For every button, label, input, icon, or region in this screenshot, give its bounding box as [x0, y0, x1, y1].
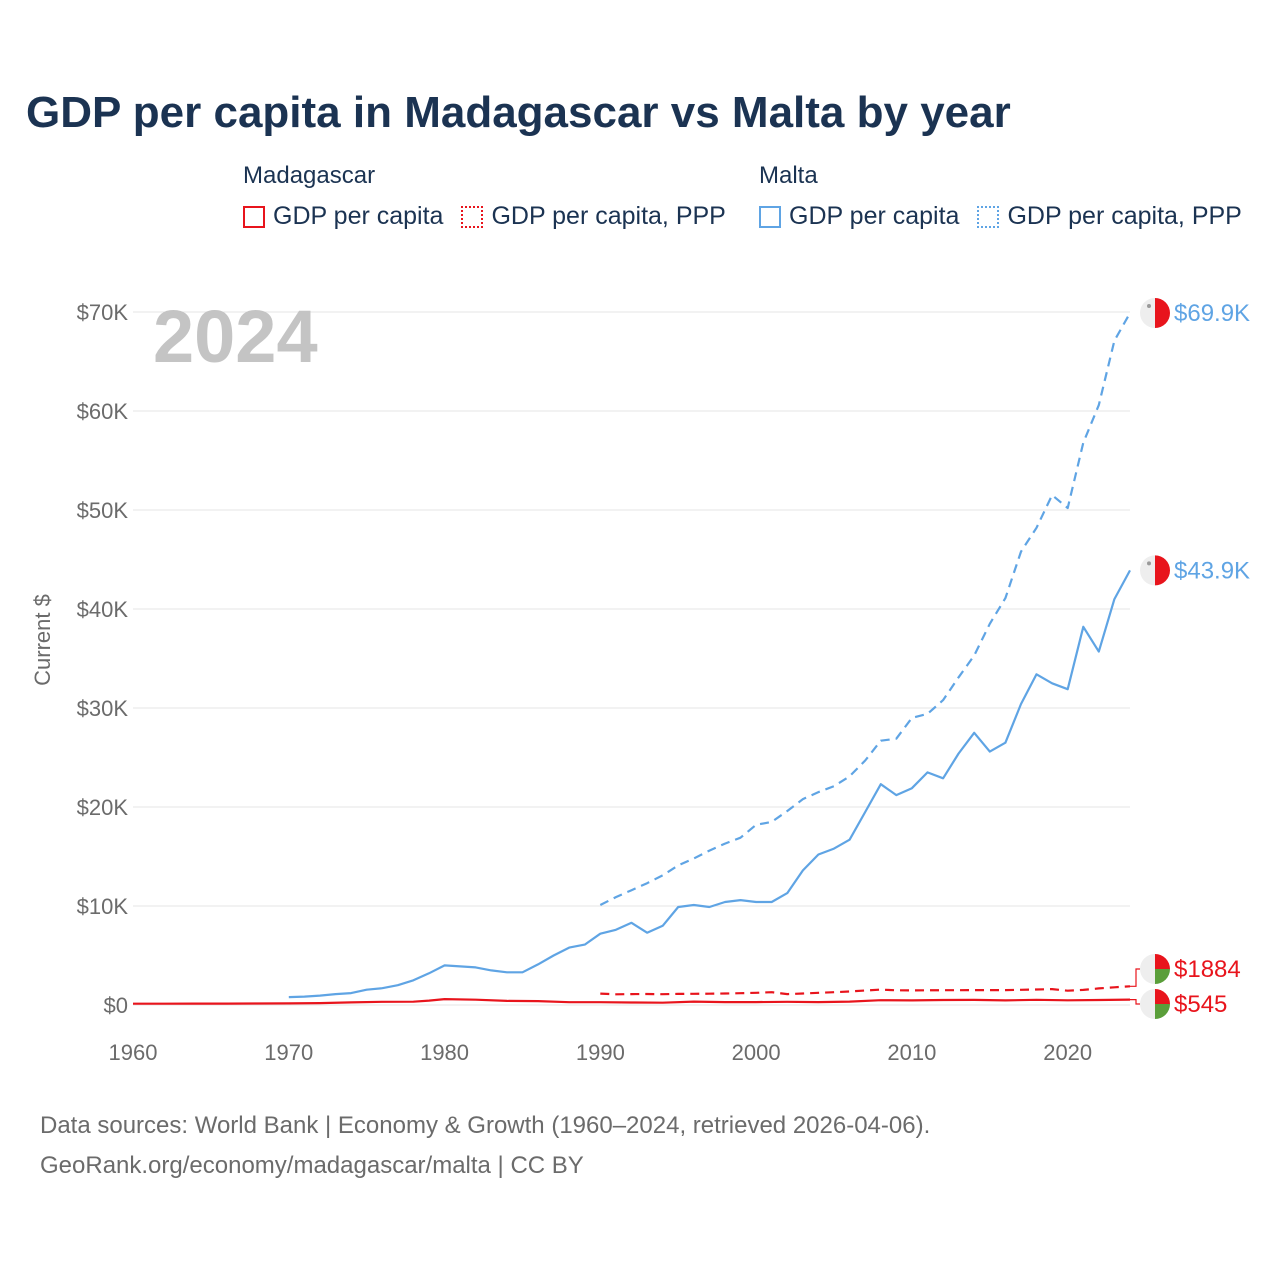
y-tick-label: $0 — [104, 993, 128, 1018]
legend-label: GDP per capita — [273, 202, 444, 230]
flag-white-half — [1140, 954, 1155, 984]
end-value-label: $1884 — [1174, 956, 1241, 983]
footer-attribution: GeoRank.org/economy/madagascar/malta | C… — [40, 1152, 584, 1179]
year-watermark: 2024 — [153, 295, 318, 378]
legend-item-madagascar-gdp-ppp[interactable]: GDP per capita, PPP — [461, 202, 726, 231]
legend-item-malta-gdp[interactable]: GDP per capita — [759, 202, 959, 231]
y-tick-label: $10K — [77, 894, 129, 919]
legend-item-madagascar-gdp[interactable]: GDP per capita — [243, 202, 443, 231]
flag-green-quarter — [1155, 969, 1170, 984]
y-tick-label: $60K — [77, 399, 129, 424]
flag-red-quarter — [1155, 989, 1170, 1004]
series-line-madagascar-gdp-per-capita — [133, 997, 1131, 1005]
footer-sources: Data sources: World Bank | Economy & Gro… — [40, 1112, 931, 1139]
footer: Data sources: World Bank | Economy & Gro… — [40, 1106, 930, 1186]
x-tick-label: 1980 — [420, 1040, 469, 1065]
marker-connector — [1130, 968, 1140, 987]
legend-country-madagascar: Madagascar — [243, 162, 376, 189]
y-tick-label: $30K — [77, 696, 129, 721]
legend-label: GDP per capita — [789, 202, 960, 230]
madagascar-flag-icon — [1140, 989, 1170, 1019]
george-cross-icon — [1147, 561, 1151, 566]
series-line-malta-gdp-per-capita-ppp — [599, 312, 1131, 906]
malta-flag-icon — [1140, 555, 1171, 586]
series-line-malta-gdp-per-capita — [288, 569, 1131, 999]
y-tick-label: $50K — [77, 498, 129, 523]
x-tick-label: 1960 — [109, 1040, 158, 1065]
flag-green-quarter — [1155, 1004, 1170, 1019]
flag-red-quarter — [1155, 954, 1170, 969]
flag-white-half — [1140, 297, 1155, 328]
x-tick-label: 2020 — [1043, 1040, 1092, 1065]
legend-madagascar: Madagascar GDP per capita GDP per capita… — [243, 162, 744, 231]
legend-country-malta: Malta — [759, 162, 818, 189]
y-tick-label: $20K — [77, 795, 129, 820]
legend-swatch-dotted-red — [461, 205, 484, 228]
legend-swatch-dotted-blue — [977, 205, 1000, 228]
legend-malta: Malta GDP per capita GDP per capita, PPP — [759, 162, 1242, 231]
malta-flag-icon — [1140, 297, 1171, 328]
end-value-label: $43.9K — [1174, 557, 1250, 584]
x-tick-label: 2000 — [732, 1040, 781, 1065]
flag-white-half — [1140, 989, 1155, 1019]
flag-red-half — [1155, 297, 1171, 328]
legend-label: GDP per capita, PPP — [491, 202, 726, 230]
y-axis-label: Current $ — [30, 594, 55, 686]
chart-title: GDP per capita in Madagascar vs Malta by… — [26, 88, 1011, 137]
flag-red-half — [1155, 555, 1171, 586]
legend-swatch-solid-red — [243, 205, 265, 228]
series-line-madagascar-gdp-per-capita-ppp — [600, 985, 1131, 996]
flag-white-half — [1140, 555, 1155, 586]
x-tick-label: 1970 — [264, 1040, 313, 1065]
george-cross-icon — [1147, 303, 1151, 308]
legend-swatch-solid-blue — [759, 205, 781, 228]
marker-connector — [1130, 999, 1140, 1005]
legend-item-malta-gdp-ppp[interactable]: GDP per capita, PPP — [977, 202, 1242, 231]
end-value-label: $545 — [1174, 991, 1227, 1018]
y-tick-label: $70K — [77, 300, 129, 325]
end-value-label: $69.9K — [1174, 300, 1250, 327]
y-tick-label: $40K — [77, 597, 129, 622]
x-tick-label: 1990 — [576, 1040, 625, 1065]
madagascar-flag-icon — [1140, 954, 1170, 984]
x-tick-label: 2010 — [887, 1040, 936, 1065]
legend-label: GDP per capita, PPP — [1007, 202, 1242, 230]
